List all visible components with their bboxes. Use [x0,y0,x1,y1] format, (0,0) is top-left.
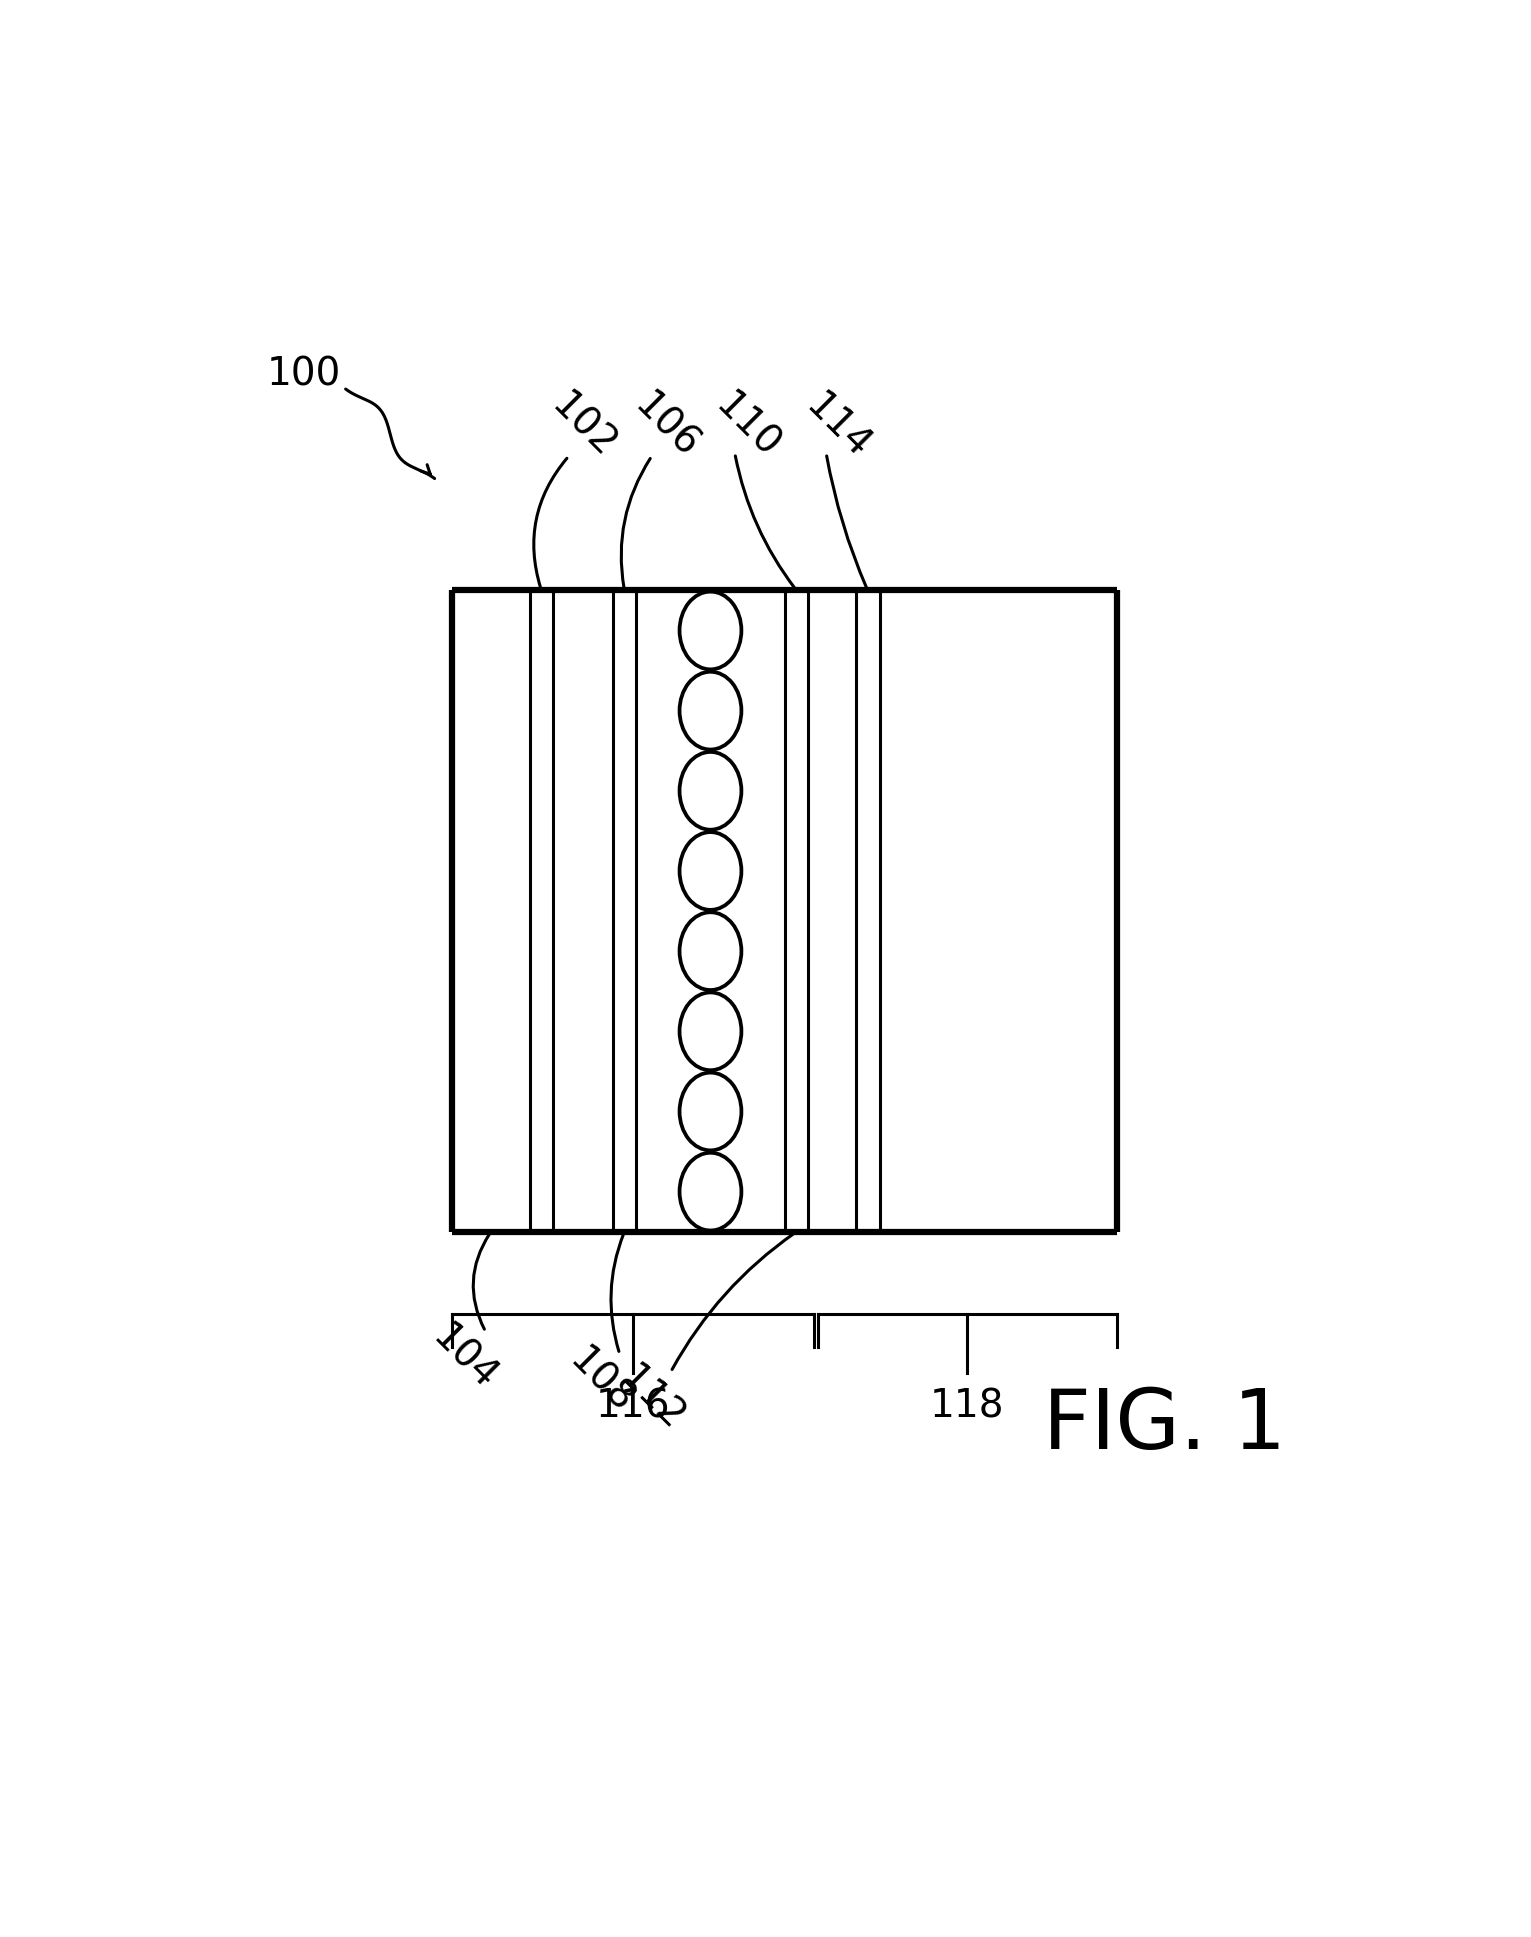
Text: 110: 110 [707,387,787,467]
Text: 116: 116 [596,1387,671,1426]
Text: 112: 112 [612,1360,692,1439]
Text: 114: 114 [798,387,877,467]
Text: 100: 100 [266,354,341,393]
Text: 106: 106 [626,387,706,467]
Text: 104: 104 [424,1319,504,1399]
Text: 118: 118 [931,1387,1004,1426]
Text: FIG. 1: FIG. 1 [1043,1385,1286,1466]
Text: 108: 108 [560,1340,640,1420]
Text: 102: 102 [544,387,623,467]
